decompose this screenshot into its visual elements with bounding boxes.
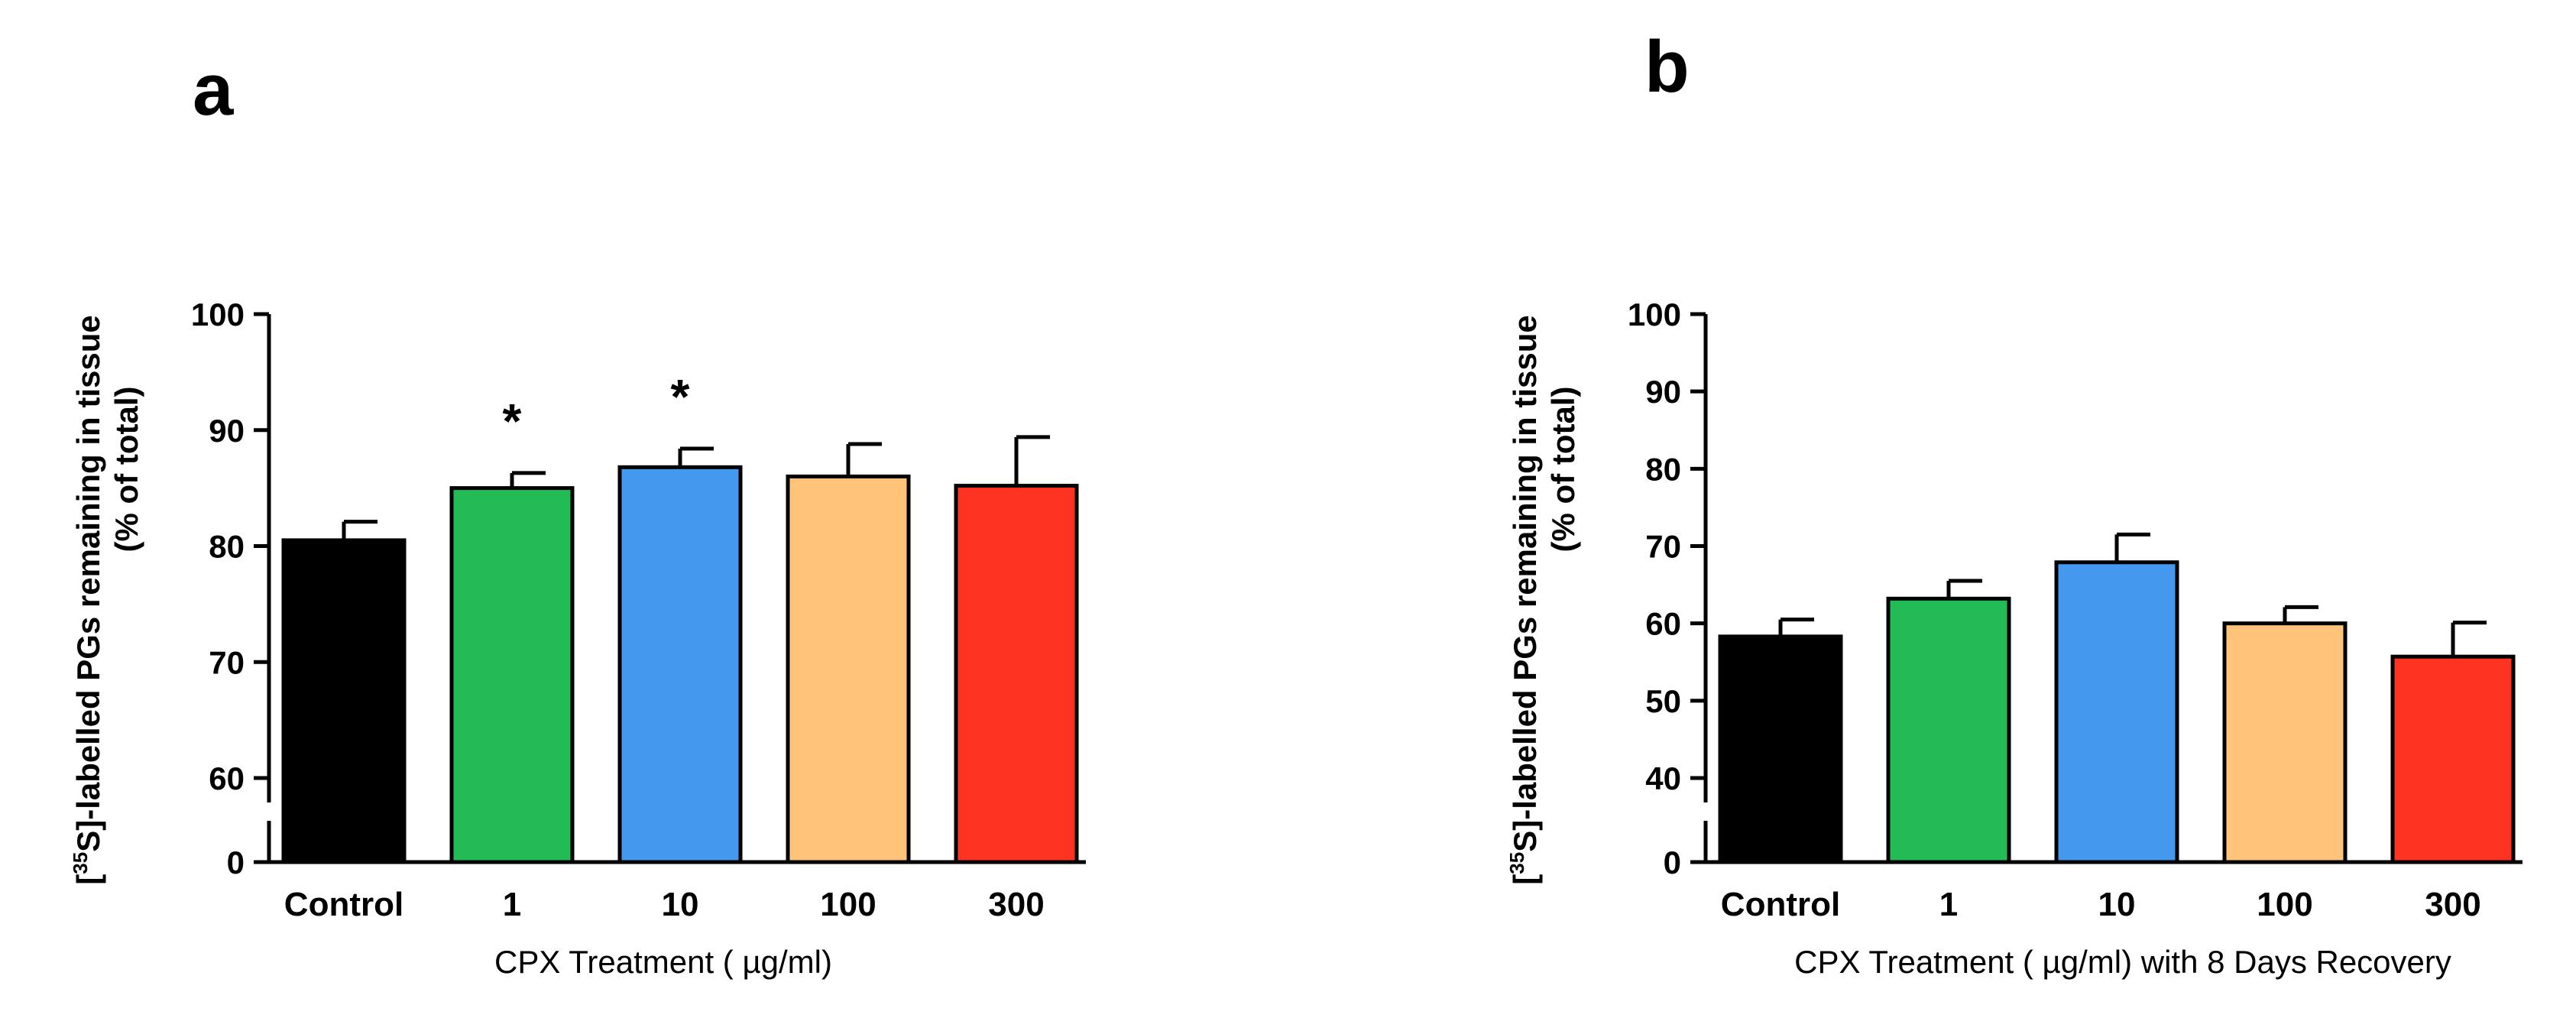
panel-b-bar-100 [2222, 621, 2348, 864]
panel-a-category-label: 100 [820, 886, 876, 923]
panel-a-y-axis-label-line2: (% of total) [109, 387, 144, 553]
panel-b-y-axis-label-line2: (% of total) [1545, 387, 1581, 553]
panel-b-y-tick-label: 70 [1645, 529, 1681, 565]
panel-b-category-label: Control [1721, 886, 1840, 923]
panel-a-letter: a [193, 49, 234, 131]
panel-b-bar-1 [1886, 596, 2011, 864]
panel-a-bar-1 [449, 486, 575, 864]
panel-a-bar-300 [954, 484, 1079, 864]
panel-b-chart: 40 50 60 70 80 90 100 0 Control 1 10 100 300 [1628, 297, 2523, 923]
panel-b-x-axis-label: CPX Treatment ( µg/ml) with 8 Days Recov… [1794, 944, 2451, 980]
panel-a-bar-control [281, 538, 407, 864]
panel-a-category-label: 300 [988, 886, 1044, 923]
panel-a-category-label: Control [284, 886, 403, 923]
panel-b-y-axis-label: [35S]-labelled PGs remaining in tissue [1505, 315, 1543, 884]
panel-b-category-label: 100 [2257, 886, 2312, 923]
panel-a-significance-star: * [671, 369, 690, 424]
panel-b-bar-10 [2054, 560, 2179, 864]
panel-b-bar-300 [2390, 654, 2516, 864]
panel-b-category-label: 1 [1939, 886, 1958, 923]
panel-a-y-tick-label: 80 [209, 529, 245, 565]
panel-a-y-tick-label: 90 [209, 413, 245, 449]
panel-a-y-axis-label: [35S]-labelled PGs remaining in tissue [69, 315, 106, 884]
panel-b-y-tick-label: 40 [1645, 760, 1681, 796]
panel-b-y-tick-label: 50 [1645, 683, 1681, 719]
panel-a-x-axis-label: CPX Treatment ( µg/ml) [494, 944, 832, 980]
panel-a-bar-100 [786, 474, 911, 864]
panel-a-y-tick-label: 60 [209, 760, 245, 796]
panel-b-letter: b [1644, 26, 1690, 108]
panel-a-y-tick-label-zero: 0 [227, 845, 245, 880]
panel-a-significance-star: * [503, 394, 522, 449]
panel-b-y-tick-label: 80 [1645, 451, 1681, 487]
panel-a-category-label: 10 [662, 886, 699, 923]
panel-a-y-tick-label: 70 [209, 644, 245, 680]
panel-a-category-label: 1 [503, 886, 521, 923]
panel-b-category-label: 300 [2425, 886, 2480, 923]
panel-a-bar-10 [617, 465, 743, 864]
panel-b-category-label: 10 [2098, 886, 2136, 923]
panel-b-y-tick-label: 90 [1645, 374, 1681, 410]
panel-a-chart: 60 70 80 90 100 0 Control 1 * 10 * 100 300 [191, 297, 1086, 923]
panel-b-y-tick-label: 60 [1645, 606, 1681, 642]
panel-a-y-tick-label: 100 [191, 297, 245, 332]
panel-b-bar-control [1718, 634, 1843, 864]
panel-b-y-tick-label-zero: 0 [1664, 845, 1681, 880]
panel-b-y-tick-label: 100 [1628, 297, 1681, 332]
